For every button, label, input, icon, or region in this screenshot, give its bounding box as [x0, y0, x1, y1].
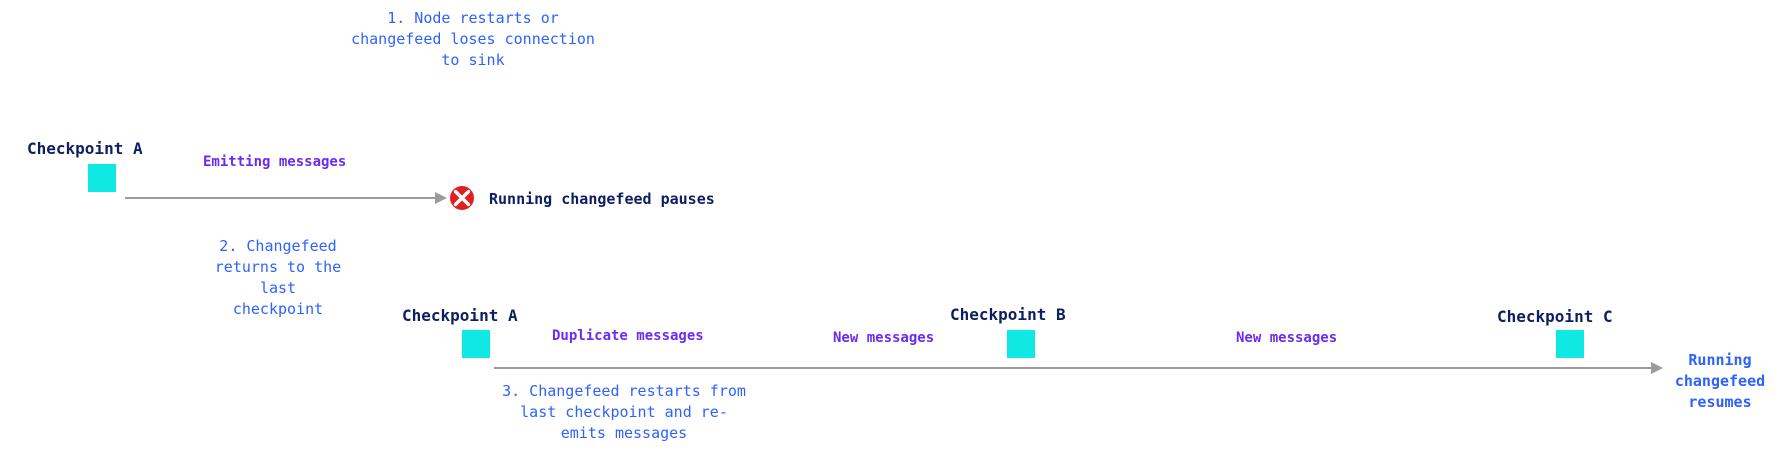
checkpoint-a-label-bottom: Checkpoint A — [402, 306, 518, 325]
checkpoint-b-marker — [1007, 330, 1035, 358]
step3-annotation: 3. Changefeed restarts from last checkpo… — [502, 382, 746, 442]
checkpoint-a-marker-bottom — [462, 330, 490, 358]
emitting-arrow-head — [435, 192, 447, 204]
emitting-messages-label: Emitting messages — [203, 154, 347, 170]
error-circled-x-icon — [448, 184, 476, 212]
checkpoint-c-label: Checkpoint C — [1497, 307, 1613, 326]
checkpoint-b-label: Checkpoint B — [950, 305, 1066, 324]
new-messages-label-1: New messages — [833, 330, 935, 346]
emitting-arrow-line — [125, 197, 435, 199]
new-messages-label-2: New messages — [1236, 330, 1338, 346]
checkpoint-c-marker — [1556, 330, 1584, 358]
running-changefeed-resumes-label: Running changefeed resumes — [1674, 351, 1766, 411]
duplicate-messages-label: Duplicate messages — [552, 328, 704, 344]
step2-annotation: 2. Changefeed returns to the last checkp… — [214, 237, 342, 318]
resume-arrow-line — [494, 367, 1651, 369]
checkpoint-a-label-top: Checkpoint A — [27, 139, 143, 158]
resume-arrow-head — [1651, 362, 1663, 374]
step1-annotation: 1. Node restarts or changefeed loses con… — [351, 9, 595, 69]
running-changefeed-pauses-label: Running changefeed pauses — [489, 190, 715, 208]
checkpoint-a-marker-top — [88, 164, 116, 192]
